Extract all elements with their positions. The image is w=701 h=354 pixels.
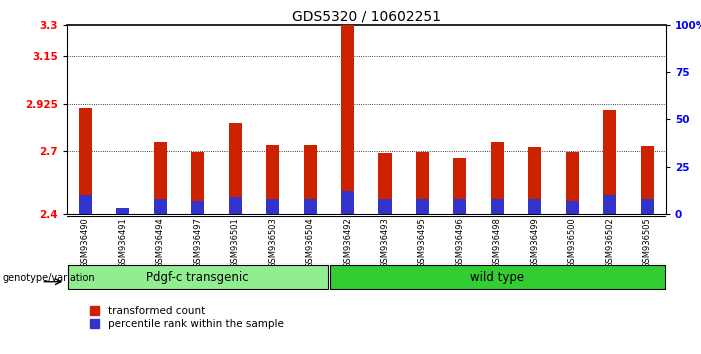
Bar	[379, 153, 392, 214]
FancyBboxPatch shape	[68, 265, 327, 289]
Bar	[116, 209, 130, 214]
Text: GSM936490: GSM936490	[81, 217, 90, 268]
Legend: transformed count, percentile rank within the sample: transformed count, percentile rank withi…	[90, 306, 283, 329]
Bar	[416, 152, 429, 214]
Bar	[229, 197, 242, 214]
Bar	[79, 195, 92, 214]
Text: GSM936504: GSM936504	[306, 217, 315, 268]
Bar	[191, 152, 204, 214]
Bar	[566, 201, 579, 214]
Text: GSM936491: GSM936491	[118, 217, 128, 268]
Bar	[191, 201, 204, 214]
Bar	[566, 152, 579, 214]
Title: GDS5320 / 10602251: GDS5320 / 10602251	[292, 10, 441, 24]
Bar	[154, 199, 167, 214]
Bar	[641, 199, 654, 214]
Bar	[491, 142, 504, 214]
Text: genotype/variation: genotype/variation	[2, 273, 95, 283]
Text: wild type: wild type	[470, 270, 524, 284]
Bar	[304, 199, 317, 214]
Text: GSM936497: GSM936497	[193, 217, 202, 268]
Bar	[229, 122, 242, 214]
Text: GSM936493: GSM936493	[381, 217, 390, 268]
Text: GSM936502: GSM936502	[605, 217, 614, 268]
Bar	[379, 199, 392, 214]
Text: Pdgf-c transgenic: Pdgf-c transgenic	[147, 270, 249, 284]
Bar	[454, 158, 466, 214]
Bar	[641, 146, 654, 214]
Bar	[491, 199, 504, 214]
FancyBboxPatch shape	[330, 265, 665, 289]
Bar	[266, 145, 279, 214]
Bar	[341, 25, 354, 214]
Text: GSM936496: GSM936496	[456, 217, 465, 268]
Bar	[529, 199, 541, 214]
Text: GSM936499: GSM936499	[531, 217, 539, 268]
Bar	[304, 145, 317, 214]
Text: GSM936501: GSM936501	[231, 217, 240, 268]
Bar	[603, 195, 616, 214]
Bar	[154, 142, 167, 214]
Text: GSM936492: GSM936492	[343, 217, 352, 268]
Bar	[454, 199, 466, 214]
Text: GSM936503: GSM936503	[268, 217, 277, 268]
Bar	[416, 199, 429, 214]
Bar	[341, 192, 354, 214]
Text: GSM936495: GSM936495	[418, 217, 427, 268]
Text: GSM936494: GSM936494	[156, 217, 165, 268]
Text: GSM936498: GSM936498	[493, 217, 502, 268]
Bar	[603, 110, 616, 214]
Bar	[79, 108, 92, 214]
Bar	[116, 208, 130, 214]
Bar	[266, 199, 279, 214]
Text: GSM936500: GSM936500	[568, 217, 577, 268]
Bar	[529, 147, 541, 214]
Text: GSM936505: GSM936505	[643, 217, 652, 268]
